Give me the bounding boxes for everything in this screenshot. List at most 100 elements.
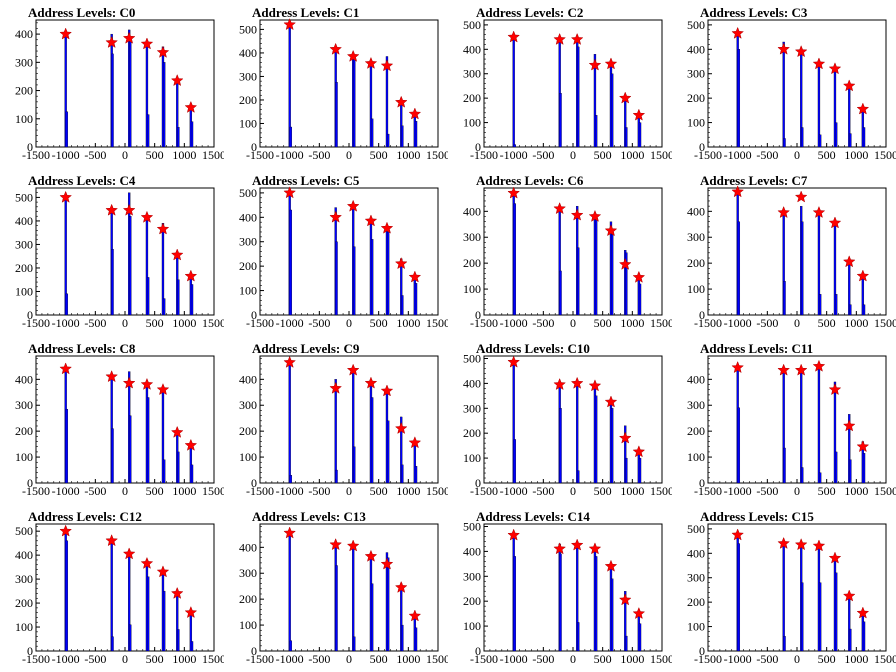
- histogram-bar: [163, 62, 166, 148]
- y-tick-label: 100: [463, 619, 481, 633]
- histogram-bar: [559, 408, 562, 484]
- histogram-bar: [835, 451, 838, 484]
- peak-marker: [777, 205, 791, 219]
- x-tick-label: 1500: [650, 316, 672, 330]
- peak-marker: [394, 421, 408, 434]
- histogram-panel: Address Levels: C14 0 100 200 300 400 500 -1500…: [448, 504, 672, 672]
- histogram-bar: [65, 111, 69, 148]
- y-tick-label: 0: [251, 308, 257, 322]
- histogram-svg: 0 100 200 300 400 -1500 -1000 -500 0 500 1000 1500: [239, 355, 448, 498]
- histogram-bar: [129, 216, 132, 316]
- plot-frame: [35, 19, 215, 148]
- x-tick-label: -1000: [500, 148, 528, 162]
- histogram-panel: Address Levels: C15 0 100 200 300 400 500 -1500…: [672, 504, 896, 672]
- y-tick-label: 0: [475, 476, 481, 490]
- peak-marker: [618, 91, 632, 104]
- histogram-bar: [737, 543, 741, 652]
- y-tick-label: 300: [463, 67, 481, 81]
- peak-marker: [570, 376, 584, 389]
- histogram-panel: Address Levels: C5 0 100 200 300 400 500 -1500-…: [224, 168, 448, 336]
- y-tick-label: 200: [463, 426, 481, 440]
- x-tick-label: -500: [532, 652, 554, 666]
- x-tick-label: -500: [84, 652, 106, 666]
- peak-marker: [59, 27, 73, 40]
- histogram-svg: 0 100 200 300 400 500 -1500 -1000 -500 0 500 1000 15…: [463, 351, 672, 498]
- histogram-bar: [513, 144, 517, 148]
- x-tick-label: 0: [570, 316, 576, 330]
- y-tick-label: 100: [463, 282, 481, 296]
- x-tick-label: -1000: [724, 484, 752, 498]
- x-tick-label: 1000: [396, 652, 420, 666]
- y-tick-label: 200: [687, 256, 705, 270]
- peak-marker: [122, 547, 136, 560]
- x-tick-label: -1500: [694, 316, 722, 330]
- x-tick-label: 0: [794, 652, 800, 666]
- x-tick-label: -1500: [246, 148, 274, 162]
- y-tick-label: 200: [239, 93, 257, 107]
- y-tick-label: 200: [239, 259, 257, 273]
- x-tick-label: 1000: [844, 316, 868, 330]
- x-tick-label: 1500: [426, 148, 448, 162]
- y-tick-label: 0: [27, 476, 33, 490]
- y-tick-label: 200: [463, 91, 481, 105]
- y-tick-label: 400: [239, 210, 257, 224]
- x-tick-label: 500: [370, 652, 388, 666]
- histogram-panel: Address Levels: C3 0 100 200 300 400 500 -1500-…: [672, 0, 896, 168]
- histogram-bar: [818, 294, 822, 316]
- peak-marker: [507, 528, 521, 541]
- x-tick-label: -1500: [246, 652, 274, 666]
- histogram-bar: [611, 73, 614, 148]
- peak-marker: [842, 589, 856, 602]
- peak-marker: [346, 539, 360, 552]
- x-tick-label: 1500: [202, 316, 224, 330]
- histogram-bar: [387, 420, 390, 484]
- x-tick-label: 1500: [426, 652, 448, 666]
- x-tick-label: 0: [346, 316, 352, 330]
- y-tick-label: 0: [27, 308, 33, 322]
- histogram-bar: [638, 623, 642, 652]
- histogram-bar: [414, 627, 418, 652]
- y-tick-label: 100: [15, 112, 33, 126]
- peak-marker: [553, 202, 567, 215]
- x-tick-label: 1500: [202, 484, 224, 498]
- histogram-bar: [817, 366, 821, 484]
- x-tick-label: 1000: [620, 316, 644, 330]
- y-tick-label: 300: [15, 237, 33, 251]
- x-tick-label: 500: [146, 652, 164, 666]
- peak-marker: [59, 190, 73, 203]
- histogram-bar: [594, 395, 598, 484]
- y-tick-label: 200: [15, 261, 33, 275]
- peak-marker: [731, 528, 745, 541]
- histogram-bar: [177, 451, 180, 484]
- histogram-bar: [817, 63, 821, 148]
- histogram-bar: [833, 381, 837, 484]
- histogram-bar: [862, 621, 866, 652]
- peak-marker: [408, 436, 422, 449]
- histogram-bar: [111, 428, 114, 484]
- x-tick-label: -1500: [470, 148, 498, 162]
- x-tick-label: 0: [122, 484, 128, 498]
- histogram-bar: [177, 279, 180, 316]
- peak-marker: [588, 58, 602, 71]
- y-tick-label: 100: [687, 116, 705, 130]
- x-tick-label: 1500: [650, 484, 672, 498]
- y-tick-label: 400: [463, 376, 481, 390]
- histogram-bar: [190, 464, 194, 484]
- y-tick-label: 300: [239, 235, 257, 249]
- y-tick-label: 100: [239, 116, 257, 130]
- histogram-bar: [849, 459, 852, 484]
- histogram-bar: [818, 134, 822, 148]
- histogram-bar: [849, 304, 852, 316]
- peak-marker: [170, 73, 184, 87]
- peak-marker: [507, 30, 521, 43]
- peak-marker: [812, 539, 826, 552]
- panel-title: Address Levels: C11: [700, 341, 814, 356]
- histogram-bar: [401, 624, 404, 652]
- histogram-bar: [110, 543, 113, 652]
- peak-marker: [842, 79, 856, 92]
- peak-marker: [105, 534, 119, 547]
- y-tick-label: 100: [15, 284, 33, 298]
- histogram-bar: [818, 472, 822, 484]
- histogram-bar: [190, 284, 194, 316]
- x-tick-label: -1000: [52, 484, 80, 498]
